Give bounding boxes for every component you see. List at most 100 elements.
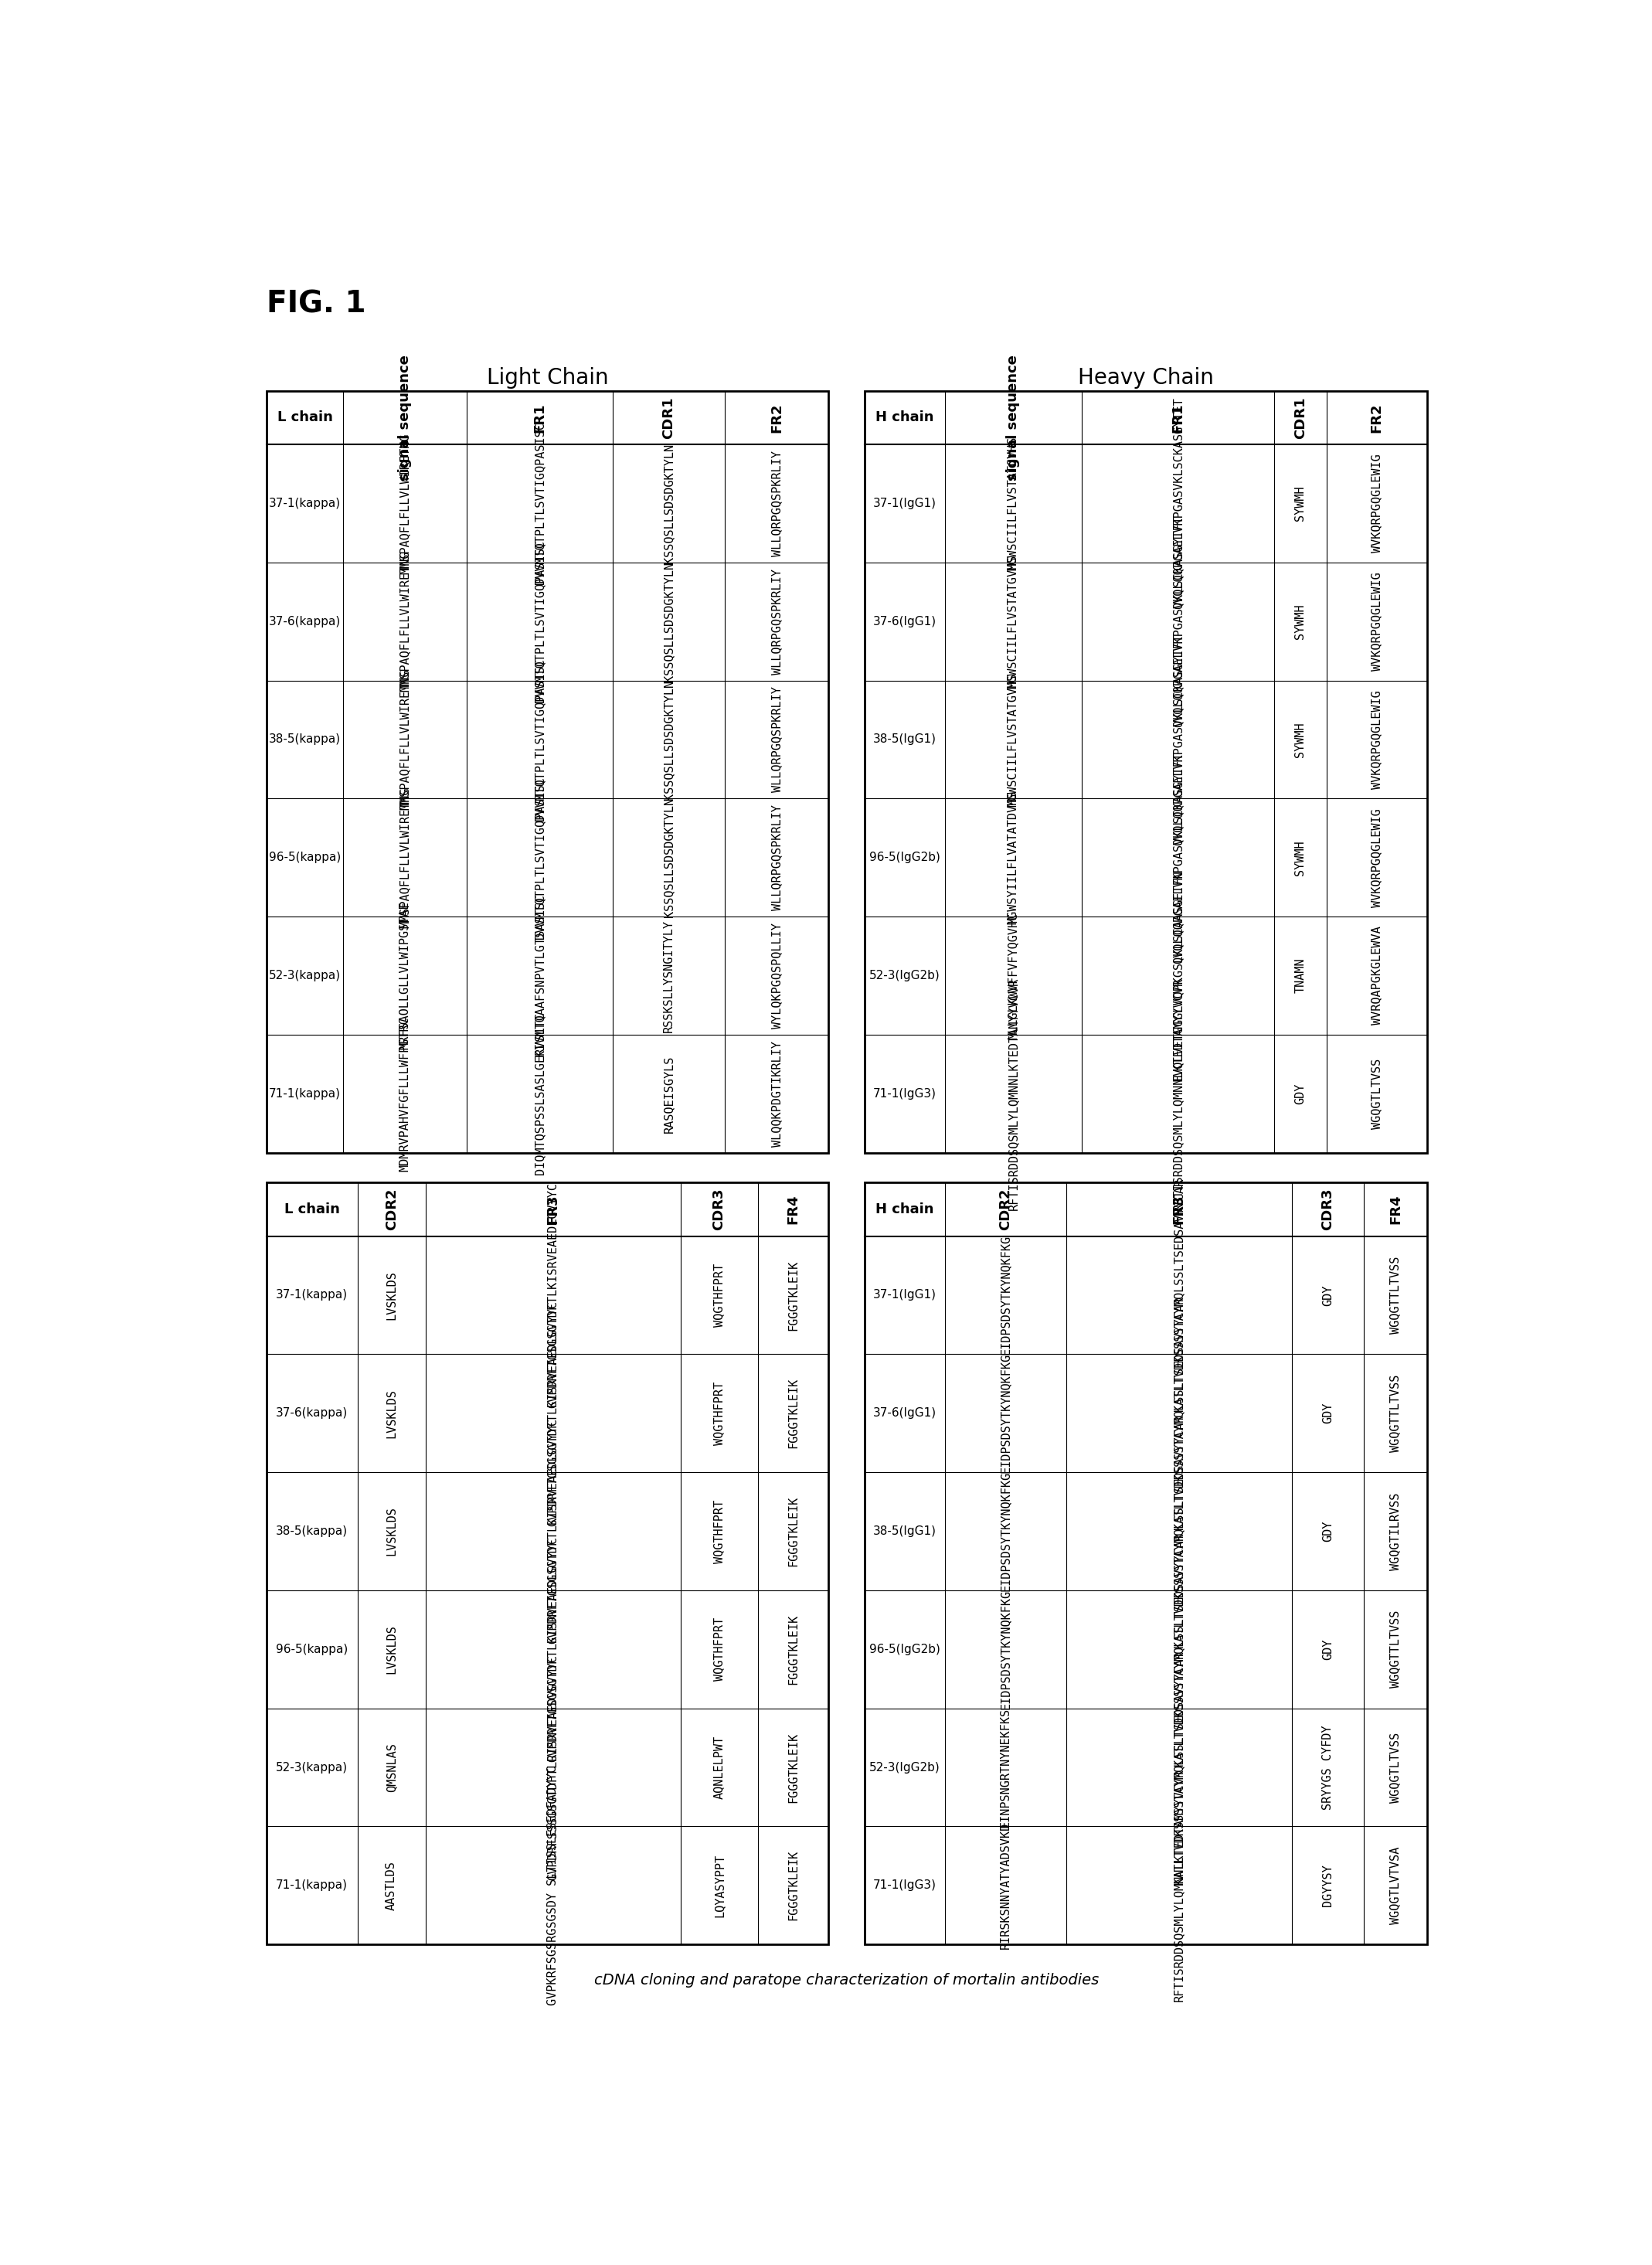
Text: AASTLDS: AASTLDS <box>385 1862 396 1909</box>
Text: SYWMH: SYWMH <box>1295 605 1307 639</box>
Text: DVVMTQTPLTLSVTIGQPASISC: DVVMTQTPLTLSVTIGQPASISC <box>534 541 545 702</box>
Text: QVQLQQPGAELVKPGASVKLSCKASGYTFT: QVQLQQPGAELVKPGASVKLSCKASGYTFT <box>1173 634 1184 845</box>
Text: WQGTHFPRT: WQGTHFPRT <box>714 1264 725 1327</box>
Text: GDY: GDY <box>1322 1520 1333 1542</box>
Text: 52-3(IgG2b): 52-3(IgG2b) <box>869 1762 940 1773</box>
Text: SYWMH: SYWMH <box>1295 485 1307 521</box>
Text: KSSQSLLSDSDGKTYLN: KSSQSLLSDSDGKTYLN <box>662 797 674 917</box>
Text: QVQLQQPGAELVKPGASVKLSCKASGYTFT: QVQLQQPGAELVKPGASVKLSCKASGYTFT <box>1173 399 1184 609</box>
Text: EIDPSDSYTKYNQKFKG: EIDPSDSYTKYNQKFKG <box>999 1234 1011 1354</box>
Text: GDY: GDY <box>1295 1083 1307 1105</box>
Text: RFTISRDDSQSMLYLQMNNLKTEDTAMYYVCVR: RFTISRDDSQSMLYLQMNNLKTEDTAMYYVCVR <box>1173 1769 1184 2002</box>
Text: 71-1(IgG3): 71-1(IgG3) <box>874 1880 937 1891</box>
Text: DVVMTQTPLTLSVTIGQPASISC: DVVMTQTPLTLSVTIGQPASISC <box>534 777 545 938</box>
Text: GVPDRFSSSGSGTDFTLRISRVEAEDVGVYYC: GVPDRFSSSGSGTDFTLRISRVEAEDVGVYYC <box>547 1653 558 1880</box>
Text: GDY: GDY <box>1322 1638 1333 1660</box>
Text: KATLTVDKSSSSTAYMQLSSLTSEDSAVYYCAR: KATLTVDKSSSSTAYMQLSSLTSEDSAVYYCAR <box>1173 1298 1184 1529</box>
Text: FR1: FR1 <box>1171 403 1184 433</box>
Text: 96-5(kappa): 96-5(kappa) <box>276 1644 349 1656</box>
Bar <box>864 392 1427 1153</box>
Text: 52-3(kappa): 52-3(kappa) <box>276 1762 349 1773</box>
Text: QVQLQQPGAELVKPGASVKLSCKASGYTFT: QVQLQQPGAELVKPGASVKLSCKASGYTFT <box>1173 752 1184 963</box>
Text: 37-6(IgG1): 37-6(IgG1) <box>872 616 937 627</box>
Text: KATLTVDKSSSSTAYMQLSSLTSEDSAVYYCAR: KATLTVDKSSSSTAYMQLSSLTSEDSAVYYCAR <box>1173 1178 1184 1411</box>
Text: FGGGTKLEIK: FGGGTKLEIK <box>788 1851 800 1921</box>
Text: WVKQRPGQGLEWIG: WVKQRPGQGLEWIG <box>1371 809 1383 906</box>
Text: WVKQRPGQGLEWIG: WVKQRPGQGLEWIG <box>1371 691 1383 788</box>
Text: MGWSYIILFLVATATDVHS: MGWSYIILFLVATATDVHS <box>1008 790 1019 924</box>
Text: KATLTVDKSSSSTAYMQLSSLTSEDSAVYYCAR: KATLTVDKSSSSTAYMQLSSLTSEDSAVYYCAR <box>1173 1416 1184 1647</box>
Text: WQGTHFPRT: WQGTHFPRT <box>714 1382 725 1445</box>
Text: WQGTHFPRT: WQGTHFPRT <box>714 1617 725 1681</box>
Text: MGWSCIILFLVSTATGVHS: MGWSCIILFLVSTATGVHS <box>1008 555 1019 689</box>
Text: DIQMTQSPSSLSASLGERVSLTC: DIQMTQSPSSLSASLGERVSLTC <box>534 1012 545 1176</box>
Text: SYWMH: SYWMH <box>1295 723 1307 757</box>
Text: WGQGTTLTVSS: WGQGTTLTVSS <box>1389 1257 1401 1334</box>
Text: MMSPAQFLFLLVLWIRETNG: MMSPAQFLFLLVLWIRETNG <box>400 550 411 693</box>
Text: KSSQSLLSDSDGKTYLN: KSSQSLLSDSDGKTYLN <box>662 444 674 564</box>
Text: 52-3(IgG2b): 52-3(IgG2b) <box>869 969 940 981</box>
Text: KSSQSLLSDSDGKTYLN: KSSQSLLSDSDGKTYLN <box>662 562 674 682</box>
Text: FR2: FR2 <box>770 403 783 433</box>
Text: CDR1: CDR1 <box>662 396 676 439</box>
Text: KSSQSLLSDSDGKTYLN: KSSQSLLSDSDGKTYLN <box>662 680 674 800</box>
Text: WYLQKPGQSPQLLIY: WYLQKPGQSPQLLIY <box>771 922 783 1028</box>
Text: WVKQRPGQGLEWIG: WVKQRPGQGLEWIG <box>1371 573 1383 670</box>
Text: 37-1(IgG1): 37-1(IgG1) <box>874 498 937 510</box>
Text: RFTISRDDSQSMLYLQMNNLKTEDTAMYYVCVR: RFTISRDDSQSMLYLQMNNLKTEDTAMYYVCVR <box>1173 978 1184 1210</box>
Text: FR3: FR3 <box>1171 1194 1186 1223</box>
Text: 37-1(kappa): 37-1(kappa) <box>276 1289 349 1300</box>
Text: SYWMH: SYWMH <box>1295 840 1307 874</box>
Text: KATLTVDKSSSSTAYMQLSSLTSEDSAVYYCAR: KATLTVDKSSSSTAYMQLSSLTSEDSAVYYCAR <box>1173 1651 1184 1884</box>
Text: FR4: FR4 <box>786 1194 800 1223</box>
Text: 96-5(IgG2b): 96-5(IgG2b) <box>869 1644 940 1656</box>
Text: MGWSCIILFLVSTATGVHS: MGWSCIILFLVSTATGVHS <box>1008 437 1019 571</box>
Text: H chain: H chain <box>876 1203 933 1216</box>
Text: 71-1(kappa): 71-1(kappa) <box>276 1880 349 1891</box>
Text: 37-6(kappa): 37-6(kappa) <box>276 1407 349 1418</box>
Text: WLLQRPGQSPKRLIY: WLLQRPGQSPKRLIY <box>771 451 783 557</box>
Text: MMSPAQFLFLLVLWIRETNG: MMSPAQFLFLLVLWIRETNG <box>400 433 411 573</box>
Text: SRYYGS CYFDY: SRYYGS CYFDY <box>1322 1726 1333 1810</box>
Text: FIG. 1: FIG. 1 <box>266 290 365 319</box>
Text: EIDPSDSYTKYNQKFKG: EIDPSDSYTKYNQKFKG <box>999 1352 1011 1472</box>
Text: FR2: FR2 <box>1370 403 1384 433</box>
Text: 37-1(kappa): 37-1(kappa) <box>269 498 340 510</box>
Text: 37-6(kappa): 37-6(kappa) <box>269 616 340 627</box>
Text: WLQQKPDGTIKRLIY: WLQQKPDGTIKRLIY <box>771 1042 783 1146</box>
Text: MRFSAOLLGLLVLWIPGSTAE: MRFSAOLLGLLVLWIPGSTAE <box>400 901 411 1049</box>
Text: L chain: L chain <box>284 1203 340 1216</box>
Text: RIRSKSNNYATYADSVKD: RIRSKSNNYATYADSVKD <box>999 1821 1011 1948</box>
Text: AQNLELPWT: AQNLELPWT <box>714 1735 725 1798</box>
Text: GDY: GDY <box>1322 1402 1333 1425</box>
Text: WVRQAPGKGLEWVA: WVRQAPGKGLEWVA <box>1371 926 1383 1026</box>
Text: WLLQRPGQSPKRLIY: WLLQRPGQSPKRLIY <box>771 569 783 675</box>
Text: FR3: FR3 <box>547 1194 560 1223</box>
Text: RSSKSLLYSNGITYLY: RSSKSLLYSNGITYLY <box>662 920 674 1033</box>
Text: CDR2: CDR2 <box>999 1189 1013 1230</box>
Text: 37-6(IgG1): 37-6(IgG1) <box>874 1407 937 1418</box>
Text: GVPDRFTGSGSGTDFTLKISRVEAEDLGVYYC: GVPDRFTGSGSGTDFTLKISRVEAEDLGVYYC <box>547 1300 558 1527</box>
Text: FGGGTKLEIK: FGGGTKLEIK <box>788 1377 800 1447</box>
Text: QVQLQQPGAELVKPGASVKLSCKASGYTFT: QVQLQQPGAELVKPGASVKLSCKASGYTFT <box>1173 516 1184 727</box>
Text: L chain: L chain <box>278 410 332 424</box>
Text: DVVMTQTPLTLSVTIGQPASISC: DVVMTQTPLTLSVTIGQPASISC <box>534 421 545 584</box>
Text: LVSKLDS: LVSKLDS <box>385 1271 396 1320</box>
Text: KIVMTQAAFSNPVTLGTSASISC: KIVMTQAAFSNPVTLGTSASISC <box>534 895 545 1058</box>
Text: 37-1(IgG1): 37-1(IgG1) <box>874 1289 937 1300</box>
Text: KATLTVDKSSSSTAYMQLSSLTSEDSAVYYCAR: KATLTVDKSSSSTAYMQLSSLTSEDSAVYYCAR <box>1173 1533 1184 1767</box>
Text: cDNA cloning and paratope characterization of mortalin antibodies: cDNA cloning and paratope characterizati… <box>595 1973 1099 1986</box>
Text: RFTISRDDSQSMLYLQMNNLKTEDTAMYYVCVR: RFTISRDDSQSMLYLQMNNLKTEDTAMYYVCVR <box>1008 978 1019 1210</box>
Text: WLLQRPGQSPKRLIY: WLLQRPGQSPKRLIY <box>771 686 783 793</box>
Text: FR1: FR1 <box>534 403 547 433</box>
Text: GVPDRFTGSGSGTDFTLKISRVEAEDLGVYYC: GVPDRFTGSGSGTDFTLKISRVEAEDLGVYYC <box>547 1418 558 1644</box>
Text: DVVMTQTPLTLSVTIGQPASISC: DVVMTQTPLTLSVTIGQPASISC <box>534 659 545 820</box>
Text: DGYYSY: DGYYSY <box>1322 1864 1333 1907</box>
Bar <box>266 1182 829 1943</box>
Text: TNAMN: TNAMN <box>1295 958 1307 994</box>
Text: 52-3(kappa): 52-3(kappa) <box>269 969 340 981</box>
Text: signal sequence: signal sequence <box>398 356 411 480</box>
Text: 96-5(IgG2b): 96-5(IgG2b) <box>869 852 940 863</box>
Text: WGQGTILRVSS: WGQGTILRVSS <box>1389 1493 1401 1570</box>
Text: Light Chain: Light Chain <box>487 367 608 390</box>
